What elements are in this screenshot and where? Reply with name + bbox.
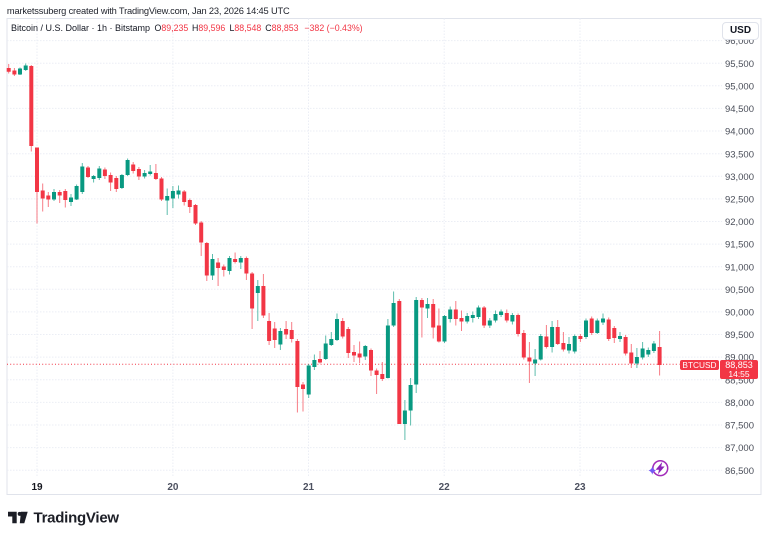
svg-text:91,500: 91,500: [725, 240, 754, 251]
svg-text:92,500: 92,500: [725, 195, 754, 206]
svg-text:86,500: 86,500: [725, 466, 754, 477]
svg-text:95,500: 95,500: [725, 59, 754, 70]
svg-text:20: 20: [167, 482, 179, 493]
svg-text:90,000: 90,000: [725, 308, 754, 319]
svg-text:92,000: 92,000: [725, 217, 754, 228]
svg-text:96,000: 96,000: [725, 36, 754, 47]
svg-text:21: 21: [303, 482, 315, 493]
svg-text:87,500: 87,500: [725, 421, 754, 432]
svg-text:89,500: 89,500: [725, 330, 754, 341]
svg-text:22: 22: [439, 482, 451, 493]
svg-text:87,000: 87,000: [725, 443, 754, 454]
svg-text:TradingView: TradingView: [34, 509, 120, 526]
svg-text:89,000: 89,000: [725, 353, 754, 364]
svg-text:93,000: 93,000: [725, 172, 754, 183]
svg-text:19: 19: [31, 482, 43, 493]
svg-text:93,500: 93,500: [725, 149, 754, 160]
svg-text:88,000: 88,000: [725, 398, 754, 409]
svg-text:94,500: 94,500: [725, 104, 754, 115]
svg-text:91,000: 91,000: [725, 262, 754, 273]
svg-text:88,500: 88,500: [725, 375, 754, 386]
svg-text:23: 23: [574, 482, 586, 493]
svg-text:94,000: 94,000: [725, 127, 754, 138]
svg-text:90,500: 90,500: [725, 285, 754, 296]
svg-text:95,000: 95,000: [725, 81, 754, 92]
